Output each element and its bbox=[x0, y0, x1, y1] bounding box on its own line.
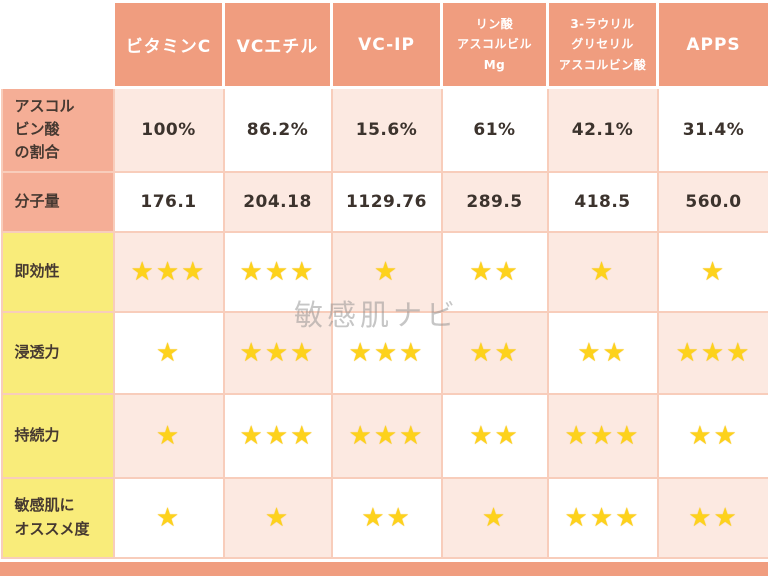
stars-cell: ★ bbox=[112, 476, 225, 559]
value-cell: 86.2% bbox=[222, 86, 333, 173]
column-header-lauryl-glyceryl-ascorbate: 3-ラウリル グリセリル アスコルビン酸 bbox=[546, 0, 659, 89]
row-label-penetration: 浸透力 bbox=[0, 310, 115, 395]
row-label-immediate-effect: 即効性 bbox=[0, 230, 115, 313]
table-row: アスコル ビン酸 の割合 100% 86.2% 15.6% 61% 42.1% … bbox=[0, 86, 768, 173]
bottom-bar bbox=[0, 562, 768, 576]
stars-cell: ★★★ bbox=[222, 230, 333, 313]
value-cell: 100% bbox=[112, 86, 225, 173]
stars-cell: ★★★ bbox=[222, 392, 333, 479]
stars-cell: ★★ bbox=[440, 310, 549, 395]
stars-cell: ★ bbox=[222, 476, 333, 559]
stars-cell: ★ bbox=[112, 310, 225, 395]
stars-cell: ★ bbox=[440, 476, 549, 559]
row-label-sensitive-skin-recommendation: 敏感肌に オススメ度 bbox=[0, 476, 115, 559]
row-label-persistence: 持続力 bbox=[0, 392, 115, 479]
value-cell: 61% bbox=[440, 86, 549, 173]
value-cell: 1129.76 bbox=[330, 170, 443, 233]
row-label-ascorbic-acid-ratio: アスコル ビン酸 の割合 bbox=[0, 86, 115, 173]
column-header-apps: APPS bbox=[656, 0, 768, 89]
value-cell: 15.6% bbox=[330, 86, 443, 173]
corner-empty-cell bbox=[0, 0, 115, 89]
row-label-molecular-weight: 分子量 bbox=[0, 170, 115, 233]
value-cell: 31.4% bbox=[656, 86, 768, 173]
table-row: 敏感肌に オススメ度 ★ ★ ★★ ★ ★★★ ★★ bbox=[0, 476, 768, 559]
stars-cell: ★ bbox=[112, 392, 225, 479]
stars-cell: ★★ bbox=[656, 476, 768, 559]
stars-cell: ★★ bbox=[656, 392, 768, 479]
vitamin-c-derivative-table: ビタミンC VCエチル VC-IP リン酸 アスコルビル Mg 3-ラウリル グ… bbox=[0, 0, 768, 559]
stars-cell: ★ bbox=[546, 230, 659, 313]
value-cell: 176.1 bbox=[112, 170, 225, 233]
stars-cell: ★★ bbox=[440, 392, 549, 479]
table-row: 分子量 176.1 204.18 1129.76 289.5 418.5 560… bbox=[0, 170, 768, 233]
table-row: 浸透力 ★ ★★★ ★★★ ★★ ★★ ★★★ bbox=[0, 310, 768, 395]
stars-cell: ★★★ bbox=[330, 392, 443, 479]
column-header-vitamin-c: ビタミンC bbox=[112, 0, 225, 89]
stars-cell: ★ bbox=[656, 230, 768, 313]
table-row: 持続力 ★ ★★★ ★★★ ★★ ★★★ ★★ bbox=[0, 392, 768, 479]
value-cell: 42.1% bbox=[546, 86, 659, 173]
column-header-ascorbyl-phosphate-mg: リン酸 アスコルビル Mg bbox=[440, 0, 549, 89]
stars-cell: ★★★ bbox=[656, 310, 768, 395]
stars-cell: ★★ bbox=[440, 230, 549, 313]
value-cell: 289.5 bbox=[440, 170, 549, 233]
value-cell: 204.18 bbox=[222, 170, 333, 233]
stars-cell: ★★ bbox=[546, 310, 659, 395]
stars-cell: ★ bbox=[330, 230, 443, 313]
table-row: 即効性 ★★★ ★★★ ★ ★★ ★ ★ bbox=[0, 230, 768, 313]
column-header-vc-ethyl: VCエチル bbox=[222, 0, 333, 89]
stars-cell: ★★★ bbox=[112, 230, 225, 313]
stars-cell: ★★★ bbox=[546, 476, 659, 559]
value-cell: 418.5 bbox=[546, 170, 659, 233]
value-cell: 560.0 bbox=[656, 170, 768, 233]
header-row: ビタミンC VCエチル VC-IP リン酸 アスコルビル Mg 3-ラウリル グ… bbox=[0, 0, 768, 89]
column-header-vc-ip: VC-IP bbox=[330, 0, 443, 89]
stars-cell: ★★★ bbox=[222, 310, 333, 395]
stars-cell: ★★★ bbox=[330, 310, 443, 395]
stars-cell: ★★★ bbox=[546, 392, 659, 479]
stars-cell: ★★ bbox=[330, 476, 443, 559]
